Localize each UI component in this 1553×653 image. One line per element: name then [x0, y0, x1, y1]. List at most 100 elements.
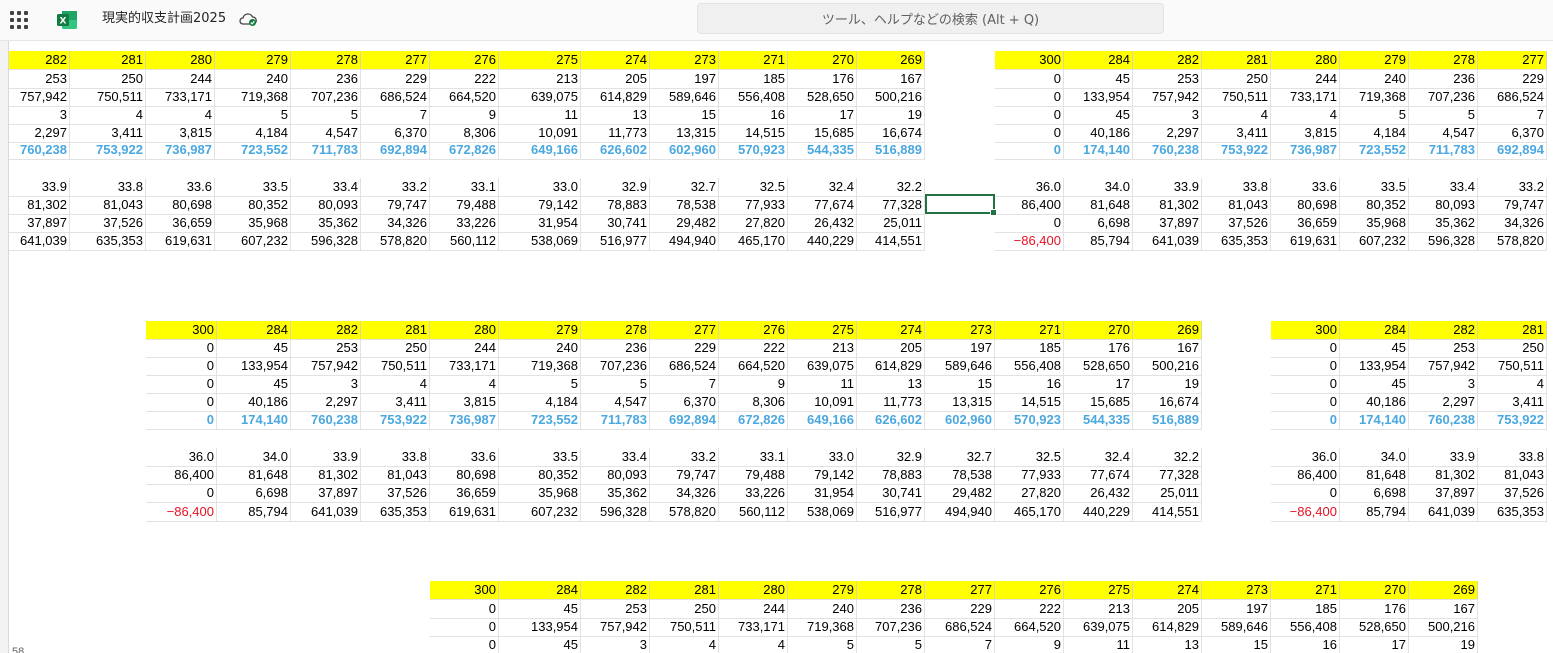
table-cell[interactable]: 281 — [361, 321, 430, 339]
table-cell[interactable]: 80,352 — [499, 466, 581, 484]
table-cell[interactable]: 440,229 — [788, 232, 857, 250]
table-cell[interactable]: 81,043 — [1478, 466, 1547, 484]
table-cell[interactable]: 32.7 — [650, 178, 719, 196]
table-cell[interactable]: −86,400 — [146, 503, 217, 521]
table-cell[interactable]: 37,897 — [1409, 484, 1478, 502]
table-cell[interactable]: 284 — [1340, 321, 1409, 339]
table-cell[interactable]: 36.0 — [1271, 448, 1340, 466]
table-cell[interactable]: 4 — [1478, 375, 1547, 393]
table-cell[interactable]: 5 — [788, 636, 857, 653]
table-cell[interactable]: 300 — [430, 581, 499, 599]
table-cell[interactable]: 578,820 — [650, 503, 719, 521]
table-cell[interactable]: 81,648 — [1340, 466, 1409, 484]
table-cell[interactable]: 494,940 — [925, 503, 995, 521]
table-cell[interactable]: 719,368 — [788, 618, 857, 636]
table-cell[interactable]: 639,075 — [499, 88, 581, 106]
table-cell[interactable]: 33.4 — [291, 178, 361, 196]
table-cell[interactable]: 723,552 — [499, 411, 581, 429]
table-cell[interactable]: 205 — [1133, 600, 1202, 618]
table-cell[interactable]: 465,170 — [995, 503, 1064, 521]
table-cell[interactable]: 16 — [719, 106, 788, 124]
table-cell[interactable]: 250 — [650, 600, 719, 618]
table-cell[interactable]: 14,515 — [995, 393, 1064, 411]
table-cell[interactable]: 81,043 — [1202, 196, 1271, 214]
table-cell[interactable]: 707,236 — [857, 618, 925, 636]
table-cell[interactable]: 686,524 — [650, 357, 719, 375]
table-cell[interactable]: 271 — [719, 51, 788, 69]
table-cell[interactable]: 81,302 — [1133, 196, 1202, 214]
table-cell[interactable]: 33.2 — [361, 178, 430, 196]
table-cell[interactable]: 528,650 — [1340, 618, 1409, 636]
table-cell[interactable]: 37,526 — [70, 214, 146, 232]
table-cell[interactable]: 596,328 — [581, 503, 650, 521]
table-cell[interactable]: 275 — [788, 321, 857, 339]
table-cell[interactable]: 7 — [925, 636, 995, 653]
table-cell[interactable]: 36.0 — [146, 448, 217, 466]
table-cell[interactable]: 176 — [1064, 339, 1133, 357]
table-cell[interactable]: 37,897 — [9, 214, 70, 232]
table-cell[interactable]: 282 — [291, 321, 361, 339]
table-cell[interactable]: 284 — [499, 581, 581, 599]
table-cell[interactable]: 284 — [217, 321, 291, 339]
table-cell[interactable]: 614,829 — [857, 357, 925, 375]
table-cell[interactable]: 672,826 — [430, 141, 499, 159]
table-cell[interactable]: 692,894 — [1478, 141, 1547, 159]
table-cell[interactable]: 750,511 — [1478, 357, 1547, 375]
table-cell[interactable]: 3,815 — [146, 124, 215, 142]
table-cell[interactable]: 33.4 — [1409, 178, 1478, 196]
table-cell[interactable]: 280 — [430, 321, 499, 339]
table-cell[interactable]: 6,370 — [1478, 124, 1547, 142]
table-cell[interactable]: 0 — [1271, 484, 1340, 502]
table-cell[interactable]: 707,236 — [581, 357, 650, 375]
table-cell[interactable]: 0 — [146, 393, 217, 411]
table-cell[interactable]: 205 — [581, 70, 650, 88]
table-cell[interactable]: 277 — [925, 581, 995, 599]
table-cell[interactable]: 274 — [1133, 581, 1202, 599]
table-cell[interactable]: 79,747 — [1478, 196, 1547, 214]
table-cell[interactable]: 5 — [857, 636, 925, 653]
table-cell[interactable]: 197 — [925, 339, 995, 357]
table-cell[interactable]: 19 — [1409, 636, 1478, 653]
table-cell[interactable]: 33.5 — [1340, 178, 1409, 196]
table-cell[interactable]: 80,352 — [215, 196, 291, 214]
table-cell[interactable]: 750,511 — [361, 357, 430, 375]
table-cell[interactable]: 3 — [581, 636, 650, 653]
document-title[interactable]: 現実的収支計画2025 — [102, 11, 227, 26]
table-cell[interactable]: 414,551 — [1133, 503, 1202, 521]
spreadsheet-grid[interactable]: 282 281 280 279 278 277 276 275 274 273 271 270 269 2… — [0, 41, 1553, 653]
table-cell[interactable]: 16,674 — [857, 124, 925, 142]
table-cell[interactable]: 278 — [291, 51, 361, 69]
table-cell[interactable]: 0 — [430, 636, 499, 653]
table-cell[interactable]: 733,171 — [719, 618, 788, 636]
table-cell[interactable]: 672,826 — [719, 411, 788, 429]
table-cell[interactable]: 197 — [650, 70, 719, 88]
table-cell[interactable]: 45 — [499, 636, 581, 653]
table-cell[interactable]: 607,232 — [499, 503, 581, 521]
table-cell[interactable]: 538,069 — [788, 503, 857, 521]
table-cell[interactable]: 240 — [788, 600, 857, 618]
table-cell[interactable]: 281 — [1478, 321, 1547, 339]
table-cell[interactable]: 4 — [430, 375, 499, 393]
table-cell[interactable]: 711,783 — [581, 411, 650, 429]
table-cell[interactable]: 16,674 — [1133, 393, 1202, 411]
table-cell[interactable]: 560,112 — [430, 232, 499, 250]
table-cell[interactable]: 578,820 — [1478, 232, 1547, 250]
table-cell[interactable]: 750,511 — [1202, 88, 1271, 106]
table-cell[interactable]: 300 — [1271, 321, 1340, 339]
table-cell[interactable]: 244 — [146, 70, 215, 88]
table-cell[interactable]: 664,520 — [719, 357, 788, 375]
table-cell[interactable]: 626,602 — [581, 141, 650, 159]
table-cell[interactable]: 8,306 — [719, 393, 788, 411]
table-cell[interactable]: 4,547 — [1409, 124, 1478, 142]
table-cell[interactable]: 281 — [1202, 51, 1271, 69]
table-cell[interactable]: 11 — [499, 106, 581, 124]
table-cell[interactable]: 45 — [217, 375, 291, 393]
table-cell[interactable]: 528,650 — [788, 88, 857, 106]
table-cell[interactable]: 26,432 — [1064, 484, 1133, 502]
table-cell[interactable]: 36.0 — [995, 178, 1064, 196]
table-cell[interactable]: 81,043 — [361, 466, 430, 484]
table-cell[interactable]: 2,297 — [1133, 124, 1202, 142]
table-cell[interactable]: 30,741 — [581, 214, 650, 232]
table-cell[interactable]: 2,297 — [291, 393, 361, 411]
table-cell[interactable]: 229 — [650, 339, 719, 357]
